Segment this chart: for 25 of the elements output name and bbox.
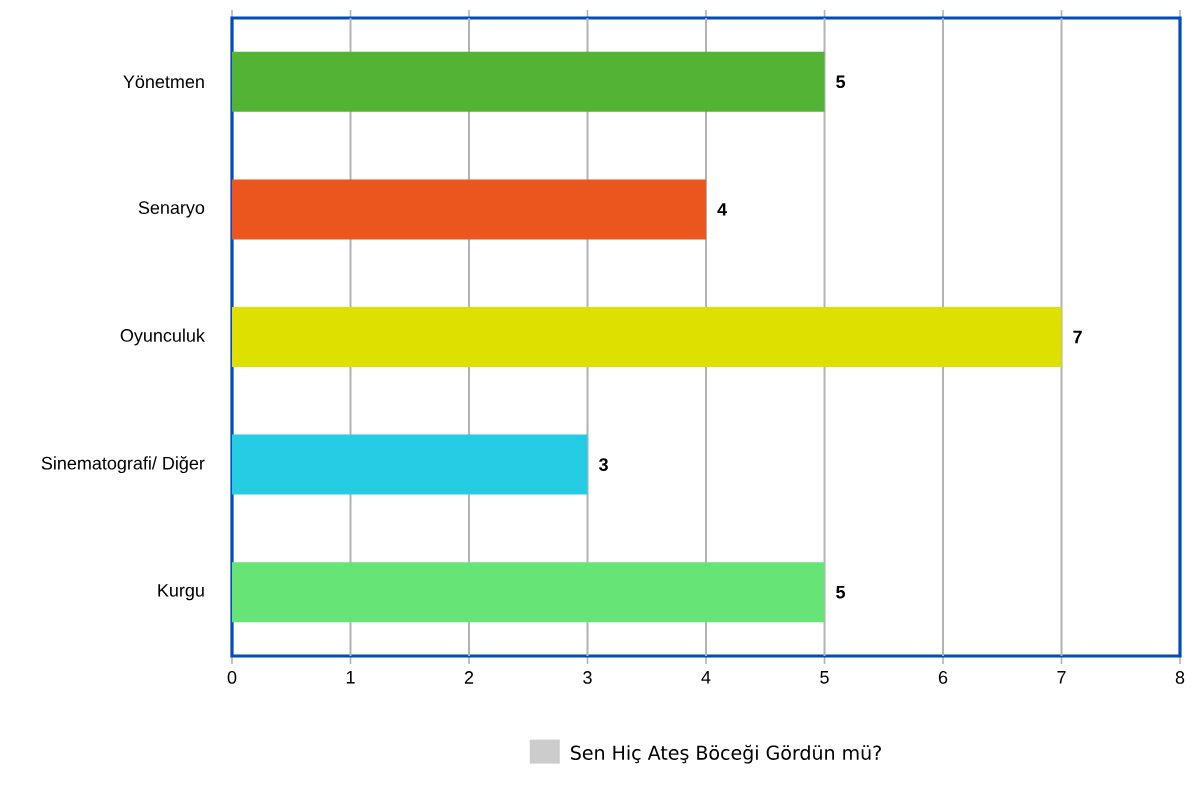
data-label: 3 [598,458,608,471]
bar [232,434,588,495]
x-tick-label: 4 [701,671,711,684]
x-tick-label: 2 [464,671,474,684]
y-tick-label: Oyunculuk [120,328,205,346]
y-tick-label: Sinematografi/ Diğer [41,456,205,474]
text: Sen Hiç Ateş Böceği Gördün mü? [571,744,881,764]
data-label: 7 [1073,330,1082,344]
x-tick-label: 5 [820,671,829,684]
x-tick-label: 3 [583,671,592,684]
bar [232,51,825,112]
y-tick-label: Senaryo [138,201,205,218]
bar [232,562,825,623]
data-label: 5 [836,585,846,599]
x-tick-label: 7 [1057,671,1066,684]
x-tick-label: 1 [346,671,355,684]
bar [232,179,706,240]
data-label: 5 [836,75,846,89]
y-tick-label: Kurgu [158,584,204,601]
x-tick-label: 6 [938,671,948,684]
data-label: 4 [717,203,727,216]
x-tick-label: 0 [227,671,237,684]
bar [232,307,1062,368]
x-tick-label: 8 [1175,671,1185,684]
y-tick-label: Yönetmen [123,75,204,89]
